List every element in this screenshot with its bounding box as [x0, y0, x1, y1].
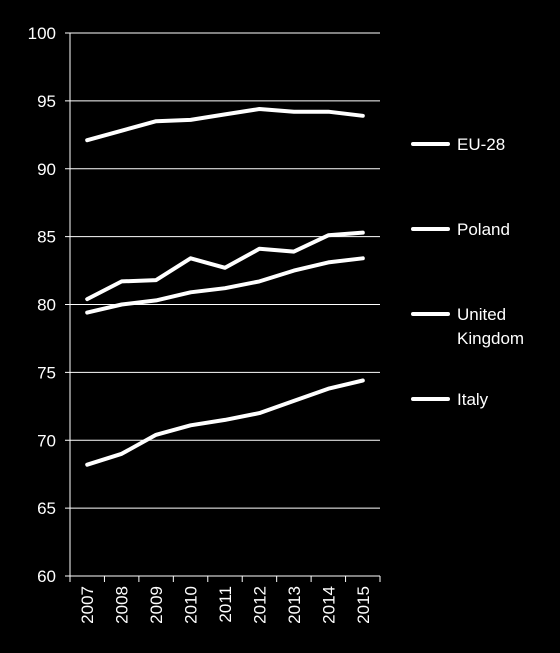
y-tick-label: 80 — [37, 296, 56, 315]
y-tick-label: 100 — [28, 24, 56, 43]
legend: EU-28 Poland United Kingdom Italy — [411, 135, 524, 409]
y-tick-label: 70 — [37, 431, 56, 450]
x-tick-label: 2012 — [250, 586, 269, 624]
series-lines — [85, 107, 365, 467]
x-tick-label: 2011 — [216, 586, 235, 623]
gridlines — [70, 32, 380, 509]
x-tick-label: 2013 — [285, 586, 304, 624]
series-line-eu-28 — [85, 107, 365, 143]
y-tick-label: 95 — [37, 92, 56, 111]
y-axis-tick-labels: 60 65 70 75 80 85 90 95 100 — [28, 24, 56, 586]
legend-label-eu-28: EU-28 — [457, 135, 505, 154]
legend-label-poland: Poland — [457, 220, 510, 239]
legend-label-italy: Italy — [457, 390, 489, 409]
y-tick-label: 65 — [37, 499, 56, 518]
y-tick-label: 75 — [37, 363, 56, 382]
x-axis-tick-labels: 2007 2008 2009 2010 2011 2012 2013 2014 2015 — [78, 586, 373, 624]
axes — [65, 32, 381, 582]
x-tick-label: 2015 — [354, 586, 373, 624]
y-tick-label: 85 — [37, 228, 56, 247]
x-tick-label: 2010 — [182, 586, 201, 624]
x-tick-label: 2007 — [78, 586, 97, 624]
legend-label-united-kingdom: United — [457, 305, 506, 324]
series-line-poland — [85, 230, 365, 302]
x-tick-label: 2014 — [319, 586, 338, 624]
series-line-united-kingdom — [85, 256, 365, 315]
x-tick-label: 2008 — [113, 586, 132, 624]
series-line-italy — [85, 378, 365, 467]
legend-label-united-kingdom: Kingdom — [457, 329, 524, 348]
x-tick-label: 2009 — [147, 586, 166, 624]
y-tick-label: 90 — [37, 160, 56, 179]
y-tick-label: 60 — [37, 567, 56, 586]
